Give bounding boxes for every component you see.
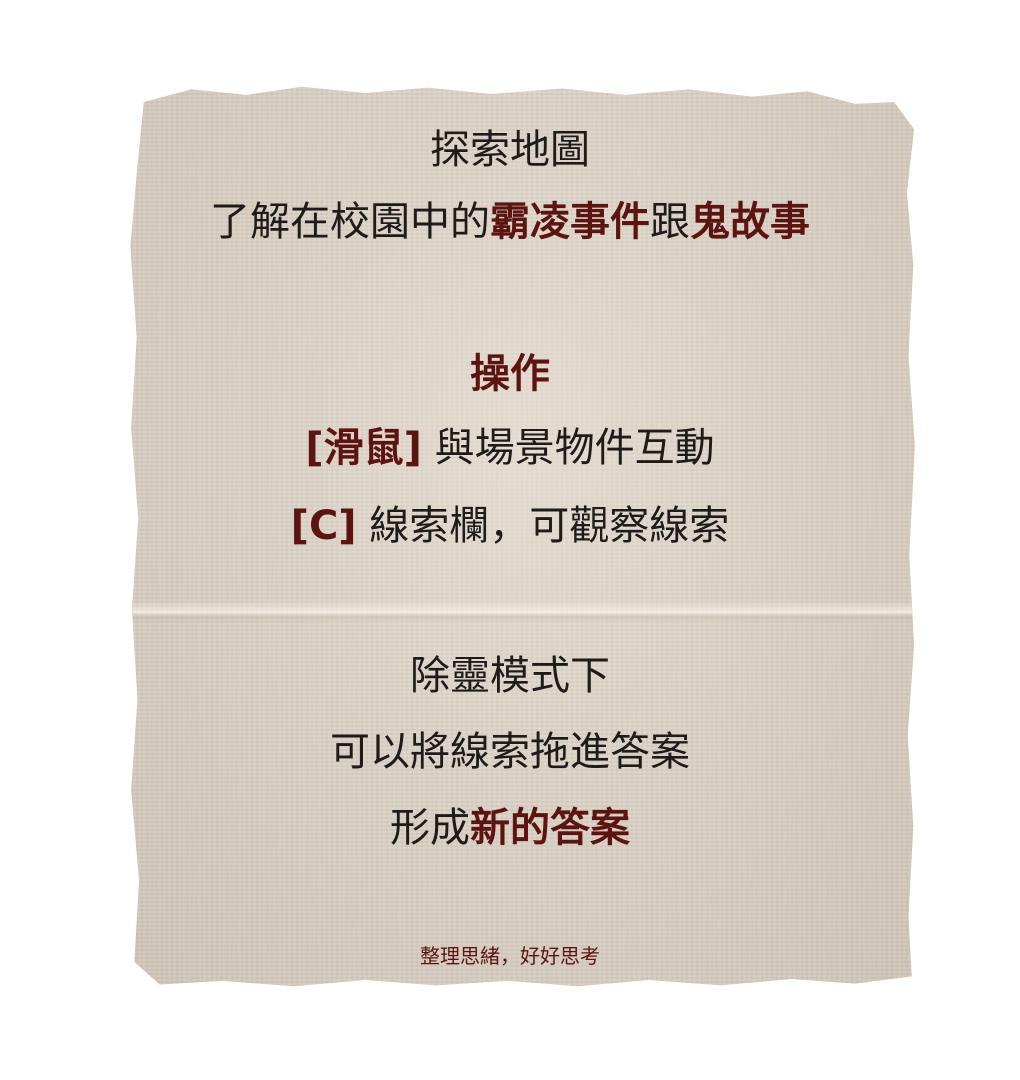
tutorial-paper-panel [130, 86, 915, 987]
exorcism-line-3-prefix: 形成 [390, 805, 470, 851]
exorcism-new-answer-highlight: 新的答案 [470, 805, 630, 851]
exorcism-line-2: 可以將線索拖進答案 [330, 729, 690, 775]
intro-prefix: 了解在校園中的 [210, 199, 490, 245]
footer-hint: 整理思緒，好好思考 [420, 944, 600, 968]
clue-key-label: [C] [290, 503, 357, 549]
intro-text: 了解在校園中的霸凌事件跟鬼故事 [0, 198, 1020, 246]
exorcism-line-1: 除靈模式下 [410, 653, 610, 699]
clue-description: 線索欄，可觀察線索 [356, 503, 730, 549]
exorcism-line-3: 形成新的答案 [0, 804, 1020, 852]
intro-middle: 跟 [650, 199, 690, 245]
intro-highlight-ghost-story: 鬼故事 [690, 199, 810, 245]
mouse-key-label: [滑鼠] [305, 425, 422, 471]
paper-fold-crease [130, 601, 915, 623]
intro-highlight-bullying: 霸凌事件 [490, 199, 650, 245]
controls-heading: 操作 [470, 351, 550, 397]
panel-title: 探索地圖 [430, 127, 590, 173]
control-clue-bar: [C] 線索欄，可觀察線索 [0, 502, 1020, 550]
control-mouse: [滑鼠] 與場景物件互動 [0, 424, 1020, 472]
mouse-description: 與場景物件互動 [421, 425, 715, 471]
